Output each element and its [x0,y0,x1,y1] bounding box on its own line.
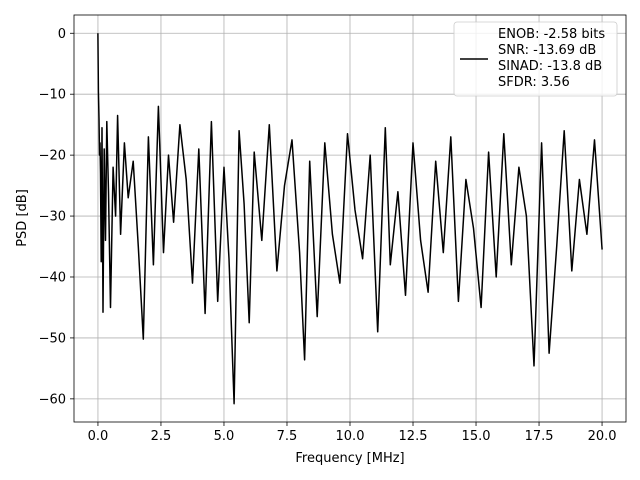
y-tick-label: −30 [39,210,66,225]
x-tick-label: 7.5 [277,429,298,444]
legend-box [453,21,618,97]
x-tick-label: 10.0 [336,429,365,444]
legend-text-line: SFDR: 3.56 [498,75,570,90]
x-tick-label: 17.5 [525,429,554,444]
y-tick-label: −20 [39,149,66,164]
plot-lines [97,33,603,405]
y-axis-label: PSD [dB] [15,189,30,247]
y-tick-label: −60 [39,392,66,407]
y-tick-label: 0 [58,27,66,42]
legend-text-line: SNR: -13.69 dB [498,43,596,58]
x-tick-label: 0.0 [88,429,109,444]
x-axis-label: Frequency [MHz] [295,451,404,466]
ticks: 0.0 2.5 5.0 7.5 10.0 12.5 15.0 17.5 20.0 0 −10 −20 −… [39,27,617,444]
legend-text-line: SINAD: -13.8 dB [498,59,602,74]
x-tick-label: 20.0 [588,429,617,444]
x-tick-label: 5.0 [214,429,235,444]
y-tick-label: −50 [39,331,66,346]
x-tick-label: 12.5 [399,429,428,444]
legend-text-line: ENOB: -2.58 bits [498,27,605,42]
y-tick-label: −10 [39,88,66,103]
x-tick-label: 15.0 [462,429,491,444]
y-tick-label: −40 [39,270,66,285]
x-tick-label: 2.5 [151,429,172,444]
psd-series-line [97,33,603,405]
grid [74,15,626,422]
